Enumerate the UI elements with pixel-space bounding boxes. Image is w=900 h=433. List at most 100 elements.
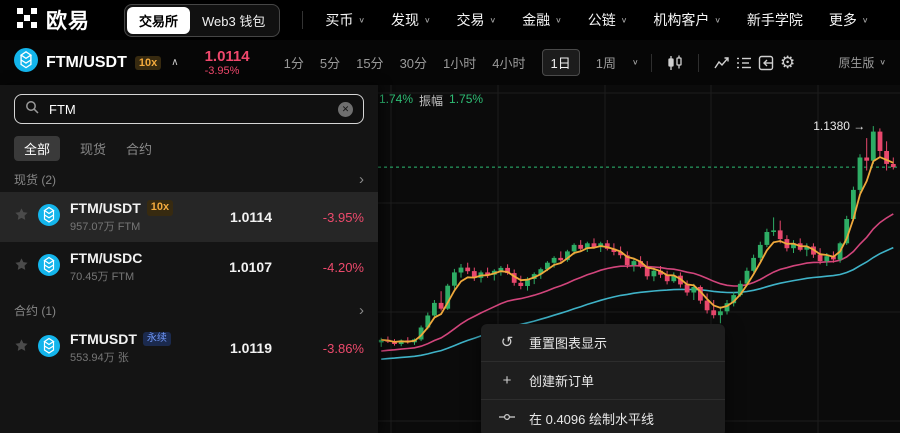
chevron-down-icon: ∨ — [423, 15, 431, 24]
favorite-star-icon[interactable] — [14, 257, 30, 277]
context-menu-label: 在 0.4096 绘制水平线 — [529, 412, 654, 427]
brand[interactable]: 欧易 — [16, 5, 90, 35]
mode-tab[interactable]: 交易所 — [127, 6, 191, 34]
plus-icon: + — [502, 372, 512, 389]
chevron-down-icon: ∨ — [489, 15, 497, 24]
save-layout-icon[interactable] — [755, 52, 777, 74]
last-price: 1.0114 — [204, 47, 250, 65]
change-percent: 1.74% — [379, 92, 414, 106]
indicator-chart-icon[interactable] — [711, 52, 733, 74]
nav-item[interactable]: 发现 ∨ — [391, 10, 431, 30]
chart-context-menu: ↺ 重置图表显示 + 创建新订单在 0.4096 绘制水平线 — [481, 324, 725, 433]
toolbar-divider — [697, 53, 699, 72]
section-title: 合约 (1) — [14, 304, 57, 318]
filter-tab[interactable]: 合约 — [126, 142, 153, 157]
clear-search-icon[interactable]: ✕ — [338, 101, 353, 117]
settings-gear-icon[interactable]: ⚙ — [779, 53, 796, 72]
horizontal-line-icon — [499, 411, 515, 426]
timeframe-button[interactable]: 1周 — [595, 56, 616, 71]
timeframe-button[interactable]: 4小时 — [492, 56, 526, 71]
pair-selector[interactable]: FTM/USDT 10x ∧ — [14, 48, 179, 77]
filter-tab[interactable]: 现货 — [80, 142, 107, 157]
search-input[interactable] — [47, 100, 330, 118]
nav-item-label: 发现 — [390, 12, 419, 28]
native-version-selector[interactable]: 原生版 ∨ — [838, 54, 886, 71]
price-chart[interactable]: 1.74% 振幅 1.75% 1.1380 → — [378, 85, 900, 433]
native-version-label: 原生版 — [838, 56, 875, 70]
row-volume: 70.45万 FTM — [70, 271, 135, 284]
ftm-coin-icon — [38, 253, 62, 281]
amplitude-percent: 1.75% — [449, 92, 484, 106]
nav-item[interactable]: 交易 ∨ — [457, 10, 497, 30]
timeframe-button[interactable]: 1小时 — [443, 56, 477, 71]
nav-divider — [302, 11, 304, 29]
row-volume: 957.07万 FTM — [70, 221, 141, 234]
nav-item-label: 更多 — [828, 12, 857, 28]
symbol-row[interactable]: FTM/USDC 70.45万 FTM 1.0107 -4.20% — [0, 242, 378, 292]
timeframe-button[interactable]: 1分 — [283, 56, 304, 71]
chevron-down-icon: ∨ — [861, 15, 869, 24]
timeframe-button[interactable]: 1日 — [541, 49, 580, 76]
symbol-row[interactable]: FTM/USDT 10x 957.07万 FTM 1.0114 -3.95% — [0, 192, 378, 242]
toolbar-divider — [650, 53, 652, 72]
chevron-up-icon: ∧ — [171, 57, 179, 68]
timeframe-more-chevron-icon[interactable]: ∨ — [631, 57, 639, 67]
row-price: 1.0114 — [229, 209, 272, 225]
row-volume: 553.94万 张 — [70, 352, 129, 365]
row-pair-name: FTMUSDT — [70, 330, 137, 347]
context-menu-item[interactable]: + 创建新订单 — [481, 361, 725, 399]
timeframe-button[interactable]: 15分 — [356, 56, 384, 71]
nav-item[interactable]: 新手学院 — [747, 10, 803, 30]
chevron-right-icon: › — [359, 302, 364, 319]
nav-item[interactable]: 公链 ∨ — [588, 10, 628, 30]
nav-item[interactable]: 金融 ∨ — [522, 10, 562, 30]
nav-item[interactable]: 买币 ∨ — [325, 10, 365, 30]
chevron-down-icon: ∨ — [555, 15, 562, 24]
top-navbar: 欧易 交易所 Web3 钱包 买币 ∨ 发现 ∨ 交易 ∨ 金融 ∨ 公链 ∨ 机构客户 ∨ 新手学院 更多… — [0, 0, 900, 40]
indicator-list-icon[interactable] — [733, 52, 755, 74]
ftm-coin-icon — [38, 203, 62, 231]
chevron-right-icon: › — [359, 171, 364, 188]
section-header[interactable]: 合约 (1) › — [14, 302, 364, 319]
chevron-down-icon: ∨ — [879, 57, 886, 67]
timeframe-group: 1分 5分 15分 30分 1小时 4小时 1日 1周 ∨ — [284, 49, 639, 76]
favorite-star-icon[interactable] — [14, 207, 30, 227]
symbol-search-panel: ✕ 全部 现货 合约 现货 (2) › FTM/USDT 10x 957.07万 FTM 1.… — [0, 85, 378, 433]
search-filter-tabs: 全部 现货 合约 — [14, 136, 364, 161]
pair-name: FTM/USDT — [46, 53, 127, 71]
search-box[interactable]: ✕ — [14, 94, 364, 124]
leverage-badge: 10x — [146, 200, 174, 216]
row-change: -3.86% — [322, 340, 364, 356]
chevron-down-icon: ∨ — [620, 15, 628, 24]
ftm-coin-icon — [38, 334, 62, 362]
amplitude-label: 振幅 — [419, 94, 444, 108]
context-menu-item[interactable]: 在 0.4096 绘制水平线 — [481, 399, 725, 433]
ma-slow — [381, 246, 894, 360]
search-results: 现货 (2) › FTM/USDT 10x 957.07万 FTM 1.0114 -3.95… — [0, 171, 378, 373]
row-price: 1.0107 — [229, 259, 272, 275]
chart-info-bar: 1.74% 振幅 1.75% — [379, 92, 483, 109]
row-pair-name: FTM/USDC — [70, 249, 143, 266]
section-header[interactable]: 现货 (2) › — [14, 171, 364, 188]
nav-item[interactable]: 更多 ∨ — [829, 10, 869, 30]
mode-tab[interactable]: Web3 钱包 — [202, 13, 266, 29]
symbol-row[interactable]: FTMUSDT 永续 553.94万 张 1.0119 -3.86% — [0, 323, 378, 373]
ma-mid — [381, 213, 894, 352]
perpetual-badge: 永续 — [142, 331, 171, 346]
timeframe-button[interactable]: 5分 — [319, 56, 341, 71]
context-menu-item[interactable]: ↺ 重置图表显示 — [481, 324, 725, 361]
candlestick-style-button[interactable] — [664, 52, 686, 74]
price-change: -3.95% — [204, 64, 240, 77]
favorite-star-icon[interactable] — [14, 338, 30, 358]
nav-item[interactable]: 机构客户 ∨ — [653, 10, 721, 30]
nav-item-label: 新手学院 — [746, 12, 803, 28]
search-icon — [25, 100, 39, 119]
nav-menu: 买币 ∨ 发现 ∨ 交易 ∨ 金融 ∨ 公链 ∨ 机构客户 ∨ 新手学院 更多 ∨ — [325, 10, 868, 30]
timeframe-button[interactable]: 30分 — [399, 56, 428, 71]
nav-item-label: 公链 — [587, 12, 616, 28]
row-price: 1.0119 — [229, 340, 272, 356]
mode-tab-switch: 交易所 Web3 钱包 — [124, 3, 281, 37]
ftm-coin-icon — [14, 48, 38, 77]
context-menu-label: 重置图表显示 — [529, 336, 608, 351]
filter-tab[interactable]: 全部 — [14, 136, 61, 161]
